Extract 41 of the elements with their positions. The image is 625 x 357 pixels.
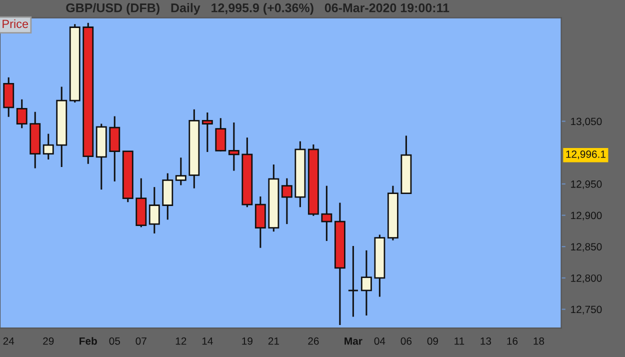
text: 12,996.1 <box>566 150 606 160</box>
x-tick-label: 11 <box>454 337 464 345</box>
x-tick-label: 04 <box>374 337 386 345</box>
x-tick-label: 14 <box>202 337 213 345</box>
x-tick-label: 26 <box>308 337 319 345</box>
x-tick-label: Mar <box>344 337 362 345</box>
chart-title: GBP/USD (DFB) Daily 12,995.9 (+0.36%) 06-Mar-2020 19:00:11 <box>66 3 450 15</box>
y-tick-label: 12,750 <box>571 306 602 314</box>
candlestick <box>360 250 372 316</box>
x-tick-label: 24 <box>3 337 14 345</box>
candlestick <box>42 133 54 160</box>
candlestick <box>175 156 186 186</box>
x-tick-label: 09 <box>427 337 438 345</box>
x-tick-label: 18 <box>534 337 544 345</box>
candlestick <box>348 245 359 318</box>
candlestick <box>281 178 292 225</box>
candlestick <box>109 115 120 182</box>
y-tick-label: 12,900 <box>571 212 602 220</box>
y-tick-label: 13,050 <box>571 118 602 126</box>
candlestick <box>202 112 213 153</box>
candlestick <box>3 76 14 118</box>
candlestick <box>228 122 240 172</box>
x-tick-label: 12 <box>176 337 186 345</box>
x-tick-label: 07 <box>136 337 146 345</box>
candlestick <box>321 185 332 242</box>
x-tick-label: 16 <box>507 337 518 345</box>
x-tick-label: Feb <box>80 337 97 345</box>
x-tick-label: 13 <box>480 337 492 345</box>
x-tick-label: 21 <box>268 337 279 345</box>
candlestick <box>16 98 28 129</box>
candlestick <box>215 117 226 152</box>
y-tick-label: 12,950 <box>571 180 602 190</box>
candlestick <box>148 186 160 234</box>
x-tick-label: 06 <box>400 337 412 345</box>
candlestick <box>254 196 266 249</box>
x-tick-label: 19 <box>242 337 252 345</box>
y-tick-label: 12,850 <box>571 243 602 252</box>
x-tick-label: 05 <box>109 337 120 345</box>
x-tick-label: 29 <box>43 337 54 345</box>
y-tick-label: 12,800 <box>571 274 602 284</box>
annotation: Price <box>2 19 28 28</box>
